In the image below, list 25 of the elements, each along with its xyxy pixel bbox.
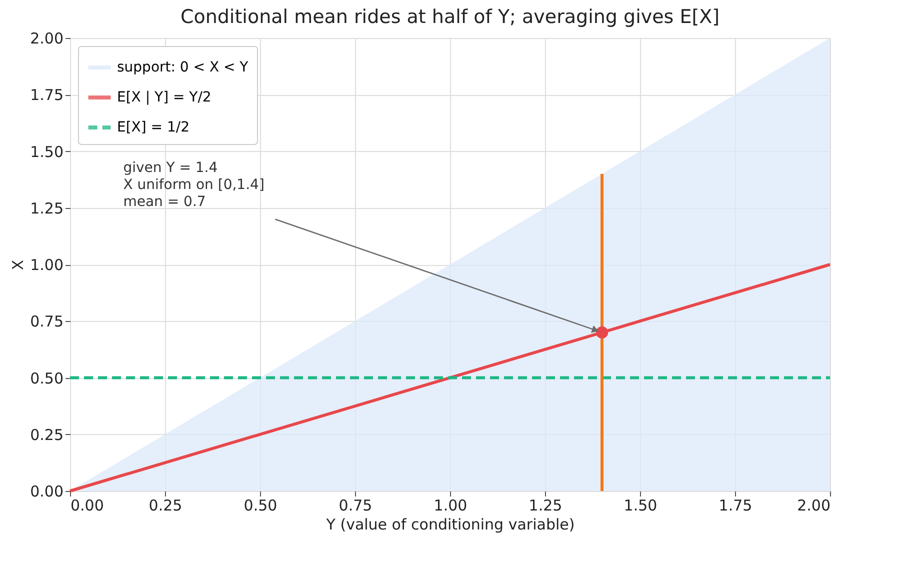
y-tick-label: 0.75 (30, 312, 64, 331)
x-axis-title: Y (value of conditioning variable) (325, 516, 575, 534)
x-tick-label: 0.50 (244, 496, 278, 514)
y-tick-label: 2.00 (30, 30, 64, 48)
x-tick-label: 1.75 (718, 496, 752, 514)
legend-label: E[X | Y] = Y/2 (117, 90, 212, 106)
y-tick-label: 0.25 (30, 426, 64, 444)
y-tick-label: 1.50 (30, 142, 64, 161)
x-tick-label: 0.25 (148, 496, 182, 514)
y-tick-label: 0.00 (30, 482, 64, 500)
x-tick-label: 1.25 (528, 496, 562, 514)
x-tick-label: 1.00 (434, 496, 468, 514)
y-tick-label: 1.00 (30, 256, 64, 274)
chart-title: Conditional mean rides at half of Y; averaging gives E[X] (180, 6, 720, 28)
y-axis-title: X (9, 260, 28, 270)
y-tick-label: 0.50 (30, 369, 64, 388)
x-tick-label: 2.00 (797, 496, 830, 514)
legend-label: support: 0 < X < Y (117, 60, 249, 76)
legend-label: E[X] = 1/2 (117, 120, 190, 136)
y-tick-label: 1.25 (30, 199, 64, 218)
x-tick-label: 1.50 (624, 496, 658, 514)
x-tick-label: 0.00 (70, 496, 104, 514)
annotation: given Y = 1.4 X uniform on [0,1.4] mean = 0.7 (123, 160, 264, 210)
x-tick-label: 0.75 (338, 496, 372, 514)
y-tick-label: 1.75 (30, 86, 64, 104)
